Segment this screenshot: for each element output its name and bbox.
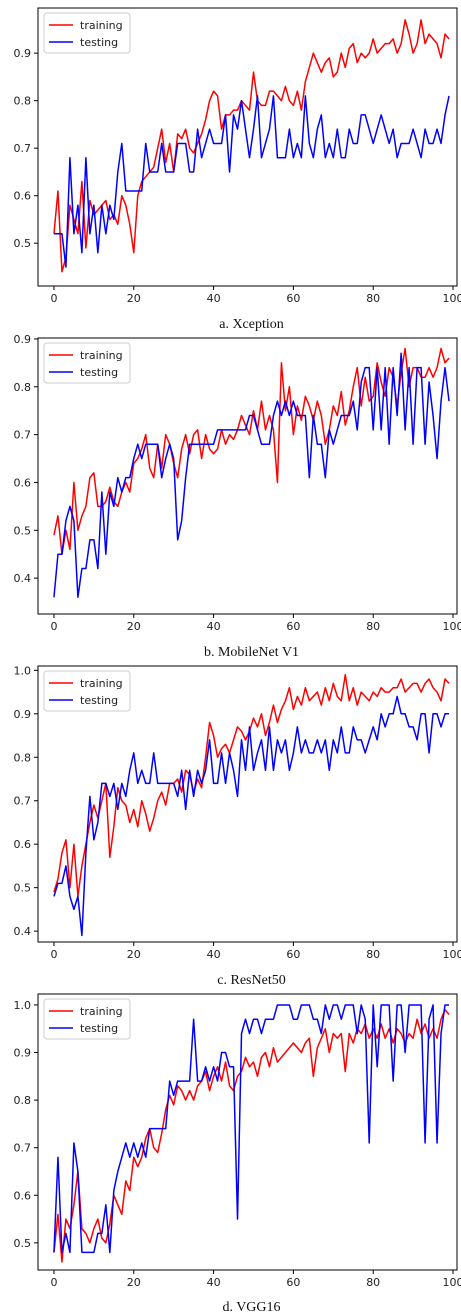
y-tick-label: 0.9 <box>14 1047 32 1060</box>
legend: training testing <box>43 998 131 1040</box>
y-tick-label: 1.0 <box>14 664 32 677</box>
y-tick-label: 0.6 <box>14 1189 32 1202</box>
x-tick-label: 20 <box>127 948 141 961</box>
y-tick-label: 0.8 <box>14 95 32 108</box>
chart-panel: 0 20 40 60 80 100 0.5 0.6 0.7 0.8 0.9 training testi… <box>14 7 461 332</box>
y-tick-label: 0.7 <box>14 142 32 155</box>
legend-box <box>43 998 131 1040</box>
chart-panel: 0 20 40 60 80 100 0.4 0.5 0.6 0.7 0.8 0.9 training te… <box>14 333 461 660</box>
legend-box <box>43 342 131 384</box>
chart-caption: b. MobileNet V1 <box>204 645 299 660</box>
series-line-testing <box>53 695 450 937</box>
x-tick-label: 20 <box>127 1276 141 1289</box>
plot-frame <box>37 337 458 615</box>
y-tick-label: 0.5 <box>14 882 32 895</box>
legend-label-training: training <box>80 1005 123 1018</box>
x-tick-label: 40 <box>207 620 221 633</box>
y-tick-label: 0.8 <box>14 751 32 764</box>
x-tick-label: 0 <box>50 620 57 633</box>
x-tick-label: 80 <box>366 948 380 961</box>
x-tick-label: 0 <box>50 292 57 305</box>
chart-panel: 0 20 40 60 80 100 0.5 0.6 0.7 0.8 0.9 1.0 training te… <box>14 993 461 1314</box>
legend-label-training: training <box>80 677 123 690</box>
x-tick-label: 40 <box>207 948 221 961</box>
legend-label-testing: testing <box>80 1022 118 1035</box>
y-tick-label: 0.6 <box>14 838 32 851</box>
chart-caption: c. ResNet50 <box>217 973 285 988</box>
series-line-testing <box>53 1004 450 1254</box>
legend-label-training: training <box>80 19 123 32</box>
y-tick-label: 0.8 <box>14 381 32 394</box>
x-tick-label: 80 <box>366 620 380 633</box>
legend-label-testing: testing <box>80 366 118 379</box>
series-line-testing <box>53 95 450 268</box>
chart-caption: a. Xception <box>219 317 284 332</box>
y-tick-label: 0.6 <box>14 476 32 489</box>
x-tick-label: 80 <box>366 1276 380 1289</box>
x-tick-label: 20 <box>127 292 141 305</box>
plot-frame <box>37 7 458 287</box>
series-line-testing <box>53 352 450 599</box>
legend-box <box>43 12 131 54</box>
y-tick-label: 0.7 <box>14 429 32 442</box>
x-tick-label: 40 <box>207 292 221 305</box>
x-tick-label: 100 <box>443 620 461 633</box>
plot-frame <box>37 993 458 1271</box>
legend-label-testing: testing <box>80 694 118 707</box>
y-tick-label: 0.6 <box>14 190 32 203</box>
x-tick-label: 0 <box>50 1276 57 1289</box>
y-tick-label: 0.9 <box>14 708 32 721</box>
y-tick-label: 0.4 <box>14 572 32 585</box>
y-tick-label: 0.5 <box>14 1237 32 1250</box>
chart-caption: d. VGG16 <box>222 1300 280 1314</box>
y-tick-label: 0.5 <box>14 237 32 250</box>
legend-label-training: training <box>80 349 123 362</box>
legend: training testing <box>43 12 131 54</box>
y-tick-label: 0.7 <box>14 795 32 808</box>
series-line-training <box>53 1008 450 1263</box>
y-tick-label: 0.9 <box>14 47 32 60</box>
y-tick-label: 1.0 <box>14 999 32 1012</box>
plot-frame <box>37 665 458 943</box>
x-tick-label: 0 <box>50 948 57 961</box>
legend-label-testing: testing <box>80 36 118 49</box>
x-tick-label: 100 <box>443 292 461 305</box>
y-tick-label: 0.9 <box>14 333 32 346</box>
x-tick-label: 60 <box>286 948 300 961</box>
x-tick-label: 60 <box>286 1276 300 1289</box>
x-tick-label: 60 <box>286 620 300 633</box>
x-tick-label: 20 <box>127 620 141 633</box>
chart-panel: 0 20 40 60 80 100 0.4 0.5 0.6 0.7 0.8 0.9 1.0 trainin… <box>14 664 461 988</box>
x-tick-label: 40 <box>207 1276 221 1289</box>
legend: training testing <box>43 670 131 712</box>
x-tick-label: 100 <box>443 1276 461 1289</box>
x-tick-label: 60 <box>286 292 300 305</box>
y-tick-label: 0.8 <box>14 1094 32 1107</box>
series-line-training <box>53 19 450 273</box>
y-tick-label: 0.5 <box>14 524 32 537</box>
x-tick-label: 80 <box>366 292 380 305</box>
x-tick-label: 100 <box>443 948 461 961</box>
y-tick-label: 0.4 <box>14 925 32 938</box>
y-tick-label: 0.7 <box>14 1142 32 1155</box>
legend-box <box>43 670 131 712</box>
legend: training testing <box>43 342 131 384</box>
